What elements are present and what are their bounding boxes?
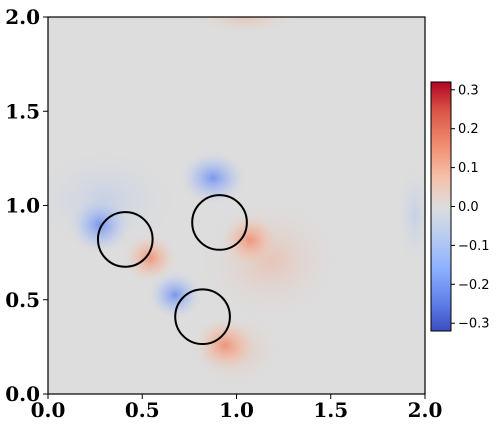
obstacle-circle-2	[191, 194, 248, 251]
x-tick-label: 2.0	[408, 398, 443, 422]
colorbar-tick-label: 0.1	[458, 161, 479, 176]
colorbar: 0.3 0.2 0.1 0.0 −0.1 −0.2 −0.3	[430, 81, 490, 332]
colorbar-tick-label: −0.2	[458, 278, 490, 293]
x-axis: 0.0 0.5 1.0 1.5 2.0	[31, 394, 443, 422]
y-axis: 0.0 0.5 1.0 1.5 2.0	[5, 5, 48, 406]
field-blob-c2-red	[220, 212, 280, 268]
x-tick-label: 1.0	[219, 398, 254, 422]
field-blob-c2-blue	[178, 150, 248, 206]
colorbar-tick-label: −0.1	[458, 239, 490, 254]
obstacle-circles	[96, 194, 248, 346]
x-tick-label: 1.5	[313, 398, 348, 422]
y-tick-label: 0.5	[5, 288, 40, 312]
colorbar-tick-label: 0.2	[458, 122, 479, 137]
field-blob-right-edge-blue	[395, 160, 425, 270]
colorbar-tick-label: 0.3	[458, 83, 479, 98]
colorbar-tick-label: 0.0	[458, 200, 479, 215]
colorbar-gradient	[431, 82, 451, 331]
colorbar-ticks: 0.3 0.2 0.1 0.0 −0.1 −0.2 −0.3	[451, 83, 490, 332]
colorbar-tick-label: −0.3	[458, 317, 490, 332]
field-blob-c1-blue	[68, 195, 132, 255]
y-tick-label: 0.0	[5, 382, 40, 406]
x-tick-label: 0.0	[31, 398, 66, 422]
field-blob-c3-blue	[147, 270, 203, 320]
field-blob-c1-red	[122, 232, 178, 284]
heatmap-field	[48, 17, 425, 394]
obstacle-circle-1	[96, 211, 154, 268]
y-tick-label: 1.5	[5, 99, 40, 123]
x-tick-label: 0.5	[125, 398, 160, 422]
field-blob-top	[185, 17, 305, 35]
obstacle-circle-3	[174, 288, 231, 346]
y-tick-label: 1.0	[5, 194, 40, 218]
y-tick-label: 2.0	[5, 5, 40, 29]
field-blob-c3-red	[193, 317, 257, 373]
